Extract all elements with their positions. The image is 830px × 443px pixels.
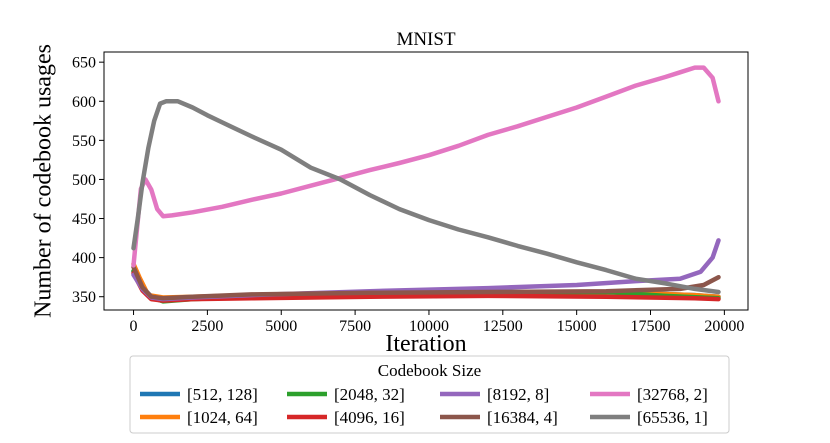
x-tick-label: 0 (130, 318, 138, 335)
series-line-7 (131, 99, 721, 295)
y-axis-ticks: 350 400 450 500 550 600 650 (72, 55, 104, 306)
legend-label-6: [32768, 2] (637, 385, 708, 404)
legend-label-5: [16384, 4] (487, 408, 558, 427)
legend-items: [512, 128] [1024, 64] [2048, 32] [4096, 16]… (140, 385, 708, 427)
y-tick-label: 600 (72, 94, 96, 111)
plot-frame (103, 51, 749, 311)
chart-title: MNIST (396, 29, 456, 50)
y-tick-label: 550 (72, 133, 96, 150)
legend: Codebook Size [512, 128] [1024, 64] [2048,… (129, 355, 730, 434)
x-tick-label: 17500 (631, 318, 671, 335)
series-layer (131, 65, 721, 304)
legend-title: Codebook Size (378, 361, 481, 380)
legend-label-4: [8192, 8] (487, 385, 549, 404)
x-axis-ticks: 0 2500 5000 7500 10000 12500 15000 17500 20000 (130, 310, 744, 335)
x-tick-label: 5000 (265, 318, 297, 335)
y-tick-label: 400 (72, 250, 96, 267)
x-tick-label: 10000 (409, 318, 449, 335)
legend-label-1: [1024, 64] (187, 408, 258, 427)
x-tick-label: 2500 (191, 318, 223, 335)
legend-label-7: [65536, 1] (637, 408, 708, 427)
y-axis-label: Number of codebook usages (30, 44, 56, 318)
x-tick-label: 12500 (483, 318, 523, 335)
x-axis-label: Iteration (385, 331, 466, 357)
legend-box (129, 355, 730, 434)
legend-label-3: [4096, 16] (334, 408, 405, 427)
y-tick-label: 450 (72, 211, 96, 228)
y-tick-label: 500 (72, 172, 96, 189)
x-tick-label: 7500 (339, 318, 371, 335)
legend-label-0: [512, 128] (187, 385, 258, 404)
x-tick-label: 15000 (557, 318, 597, 335)
y-tick-label: 650 (72, 55, 96, 72)
x-tick-label: 20000 (704, 318, 744, 335)
series-line-6 (131, 65, 721, 268)
legend-label-2: [2048, 32] (334, 385, 405, 404)
y-tick-label: 350 (72, 289, 96, 306)
